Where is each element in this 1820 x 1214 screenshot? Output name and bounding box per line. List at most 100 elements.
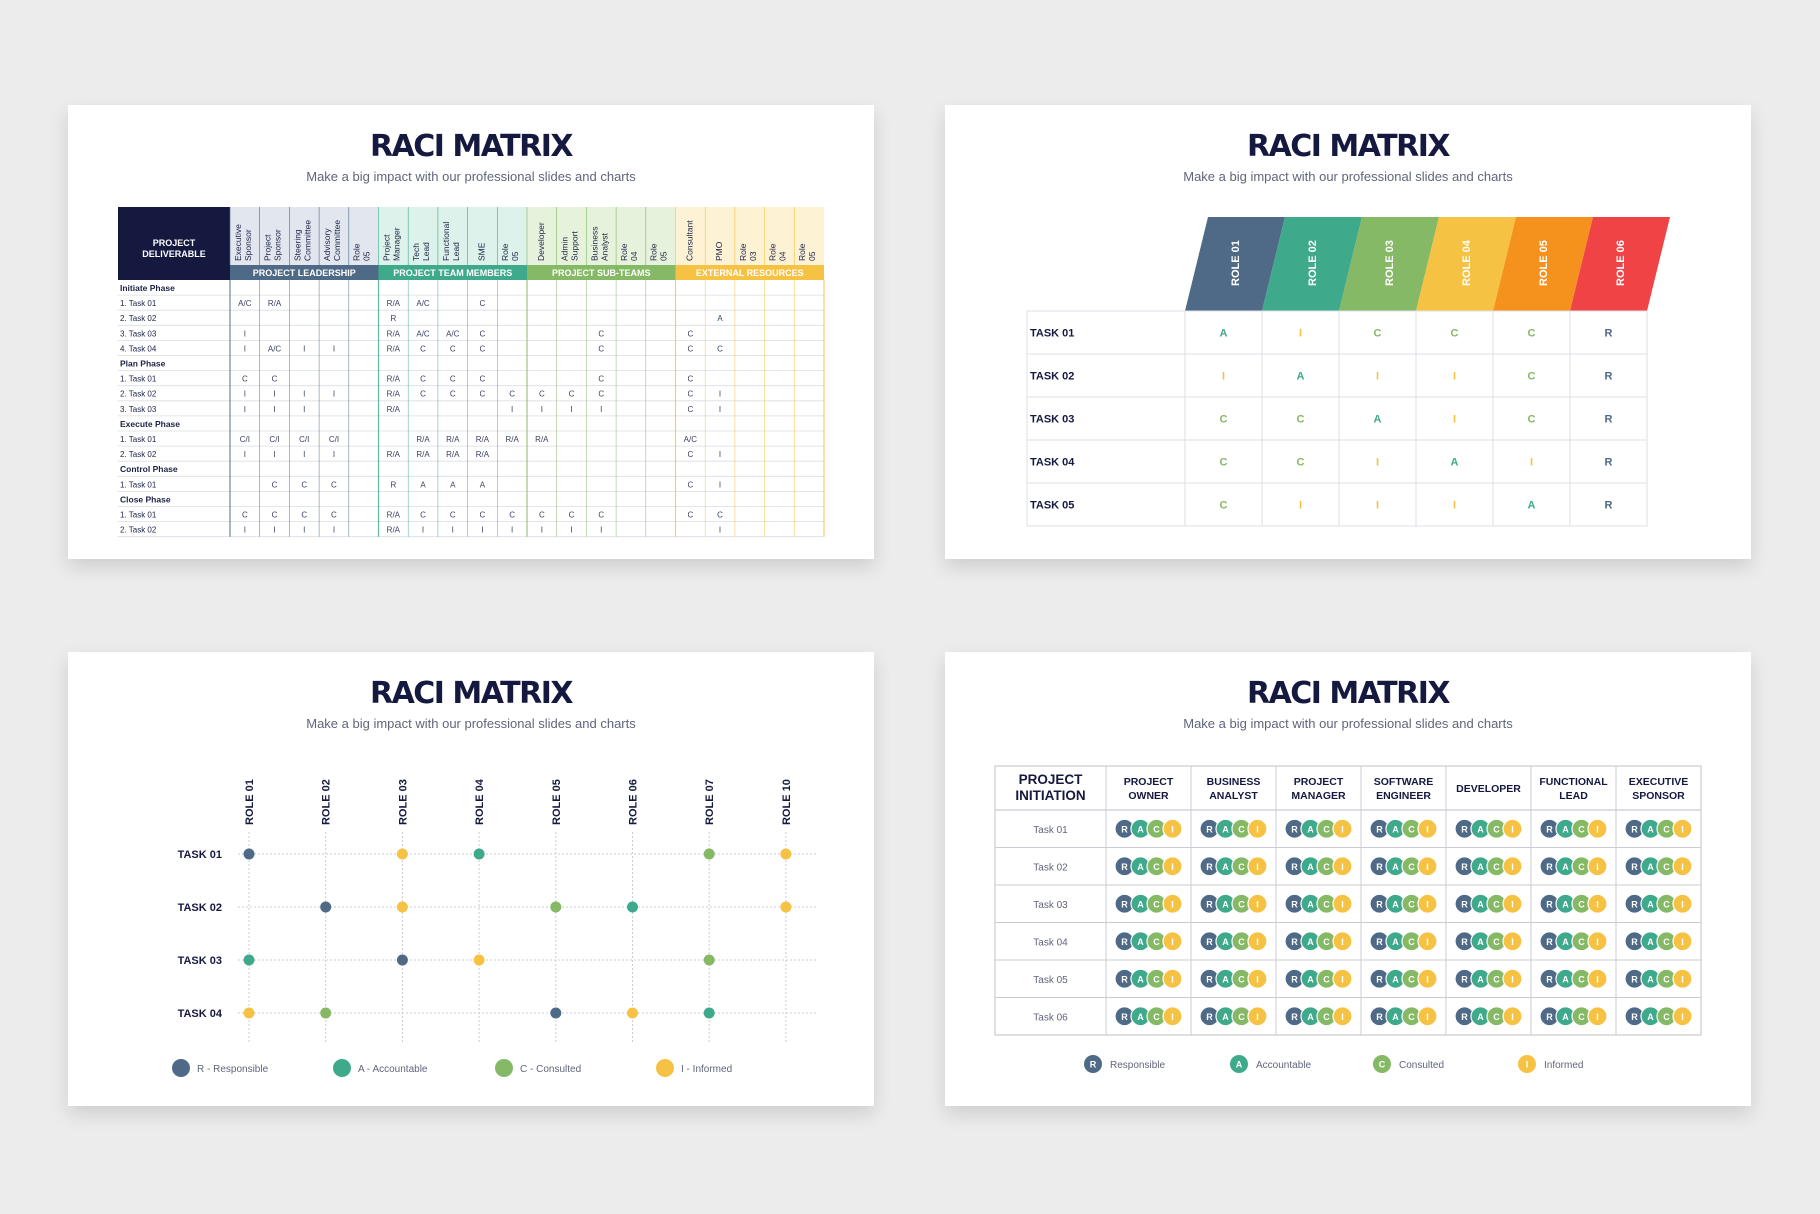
raci-cell-value: R/A [387,390,401,399]
raci-cell-value: C [480,344,486,353]
raci-badge-letter: I [1171,824,1174,834]
raci-badge-letter: R [1291,937,1298,947]
raci-badge [1417,1006,1438,1027]
role-name: PMO [714,241,724,261]
raci-badge-letter: R [1546,974,1553,984]
corner-label-line: INITIATION [1015,788,1085,803]
role-group-label: PROJECT TEAM MEMBERS [393,268,512,278]
raci-cell-value: I [511,526,513,535]
raci-cell-value: C [272,480,278,489]
raci-cell-value: A [420,480,426,489]
raci-cell-value: R/A [416,450,430,459]
raci-badge-letter: C [1408,862,1415,872]
raci-cell-value: I [1222,371,1225,383]
raci-cell-value: R [1605,371,1613,383]
task-label: 1. Task 01 [120,511,157,520]
role-name: Consultant [684,220,694,261]
raci-cell-value: A/C [446,329,460,338]
raci-cell-value: I [244,450,246,459]
task-label: TASK 01 [1030,328,1074,340]
raci-dot [320,901,332,913]
raci-cell-value: C/I [240,435,250,444]
raci-cell-value: C [1297,414,1305,426]
raci-badge [1332,968,1353,989]
raci-cell-value: A/C [268,344,282,353]
role-name: Role [352,243,362,261]
legend-label: R - Responsible [197,1064,269,1075]
raci-cell-value: I [333,344,335,353]
role-name: Role [649,243,659,261]
raci-badge [1162,856,1183,877]
raci-badge-letter: A [1562,974,1569,984]
raci-cell-value: I [541,526,543,535]
role-label: PROJECT [1124,776,1174,788]
raci-badge-letter: R [1291,974,1298,984]
task-label: TASK 01 [178,849,222,861]
raci-badge-letter: I [1511,937,1514,947]
raci-badge [1162,818,1183,839]
raci-cell-value: C [1220,414,1228,426]
raci-dot [243,954,255,966]
raci-dot [550,901,562,913]
raci-badge-letter: R [1546,899,1553,909]
task-label: Task 02 [1033,862,1068,873]
raci-cell-value: R/A [505,435,519,444]
raci-cell-value: C [480,329,486,338]
raci-badge-letter: R [1376,937,1383,947]
raci-badge-letter: C [1408,824,1415,834]
raci-badge-letter: R [1121,862,1128,872]
raci-dot [396,901,408,913]
raci-cell-value: C [420,375,426,384]
raci-cell-value: I [273,390,275,399]
raci-cell-value: A/C [238,299,252,308]
raci-dot [473,954,485,966]
raci-badge-letter: A [1222,824,1229,834]
role-label: ROLE 03 [1384,240,1396,286]
raci-badge-letter: I [1511,862,1514,872]
task-label: Task 06 [1033,1012,1068,1023]
raci-cell-value: I [244,344,246,353]
raci-badge [1502,893,1523,914]
role-name: Committee [302,220,312,261]
raci-cell-value: C [272,375,278,384]
role-name: Role [619,243,629,261]
raci-badge-letter: C [1153,899,1160,909]
raci-cell-value: I [244,526,246,535]
raci-cell-value: A/C [416,329,430,338]
raci-cell-value: C [509,511,515,520]
raci-badge-letter: A [1137,974,1144,984]
slide-title: RACI MATRIX [1246,129,1451,164]
raci-cell-value: I [1530,457,1533,469]
raci-badge-letter: R [1121,937,1128,947]
raci-badge-letter: C [1238,824,1245,834]
raci-cell-value: R [390,480,396,489]
raci-badge-letter: R [1291,1012,1298,1022]
raci-cell-value: C [301,511,307,520]
raci-dot [550,1007,562,1019]
role-name: Functional [441,222,451,261]
raci-cell-value: A [1374,414,1382,426]
raci-cell-value: C [1528,328,1536,340]
raci-badge-letter: A [1562,1012,1569,1022]
raci-badge-letter: I [1511,824,1514,834]
role-label: SOFTWARE [1374,776,1434,788]
raci-cell-value: I [273,405,275,414]
raci-badge-letter: I [1256,1012,1259,1022]
raci-badge-letter: R [1291,899,1298,909]
raci-cell-value: C [480,299,486,308]
task-label: TASK 02 [178,902,222,914]
raci-badge-letter: I [1256,899,1259,909]
raci-badge-letter: R [1631,899,1638,909]
raci-cell-value: C [1451,328,1459,340]
legend-label: A - Accountable [358,1064,428,1075]
raci-badge-letter: R [1461,899,1468,909]
task-label: Task 04 [1033,937,1068,948]
raci-badge [1417,931,1438,952]
raci-badge-letter: C [1493,899,1500,909]
role-label: ROLE 02 [1307,240,1319,286]
role-label: ENGINEER [1376,790,1431,802]
raci-badge-letter: R [1461,824,1468,834]
raci-badge-letter: R [1376,862,1383,872]
legend-dot [495,1059,513,1077]
raci-badge-letter: I [1171,862,1174,872]
